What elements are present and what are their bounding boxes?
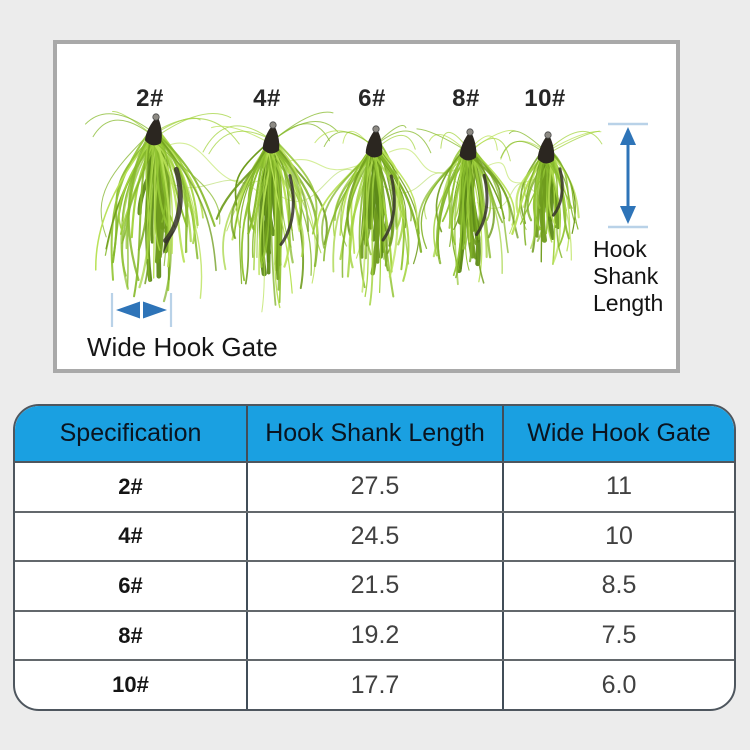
shank-label-line-1: Hook [593, 236, 647, 262]
table-row-10: 10# 17.7 6.0 [15, 659, 734, 709]
table-row-2: 2# 27.5 11 [15, 461, 734, 511]
gate-cell: 8.5 [601, 571, 637, 600]
shank-cell: 21.5 [248, 562, 504, 610]
column-header-specification: Specification [15, 406, 248, 461]
table-row-4: 4# 24.5 10 [15, 510, 734, 561]
shank-cell: 24.5 [248, 512, 504, 561]
size-label-10: 10# [524, 85, 566, 112]
table-row-6: 6# 21.5 8.5 [15, 560, 734, 610]
column-header-hook-shank-length: Hook Shank Length [248, 406, 504, 461]
spec-cell: 10# [15, 661, 248, 709]
gate-cell: 10 [605, 521, 633, 550]
spec-cell: 4# [15, 512, 248, 561]
product-photo-panel: 2# 4# 6# 8# 10# Hook Shank Length Wide H… [53, 40, 680, 373]
table-row-8: 8# 19.2 7.5 [15, 609, 734, 660]
wide-hook-gate-label: Wide Hook Gate [87, 332, 278, 362]
spec-cell: 2# [15, 463, 248, 511]
shank-cell: 17.7 [248, 661, 504, 709]
spec-cell: 6# [15, 562, 248, 610]
hook-shank-length-label: Hook Shank Length [593, 236, 663, 317]
shank-cell: 27.5 [248, 463, 504, 511]
gate-cell: 7.5 [601, 621, 637, 650]
size-label-4: 4# [253, 85, 281, 112]
gate-cell: 11 [606, 472, 632, 501]
shank-label-line-3: Length [593, 290, 664, 316]
shank-label-line-2: Shank [593, 263, 659, 289]
gate-cell: 6.0 [601, 670, 637, 699]
column-header-wide-hook-gate: Wide Hook Gate [527, 419, 711, 447]
specification-table: Specification Hook Shank Length Wide Hoo… [13, 404, 736, 711]
size-label-2: 2# [136, 85, 164, 112]
lure-figure [84, 110, 648, 327]
size-label-8: 8# [452, 85, 480, 112]
table-header-row: Specification Hook Shank Length Wide Hoo… [15, 406, 734, 461]
spec-cell: 8# [15, 611, 248, 660]
shank-cell: 19.2 [248, 611, 504, 660]
size-label-6: 6# [358, 85, 386, 112]
